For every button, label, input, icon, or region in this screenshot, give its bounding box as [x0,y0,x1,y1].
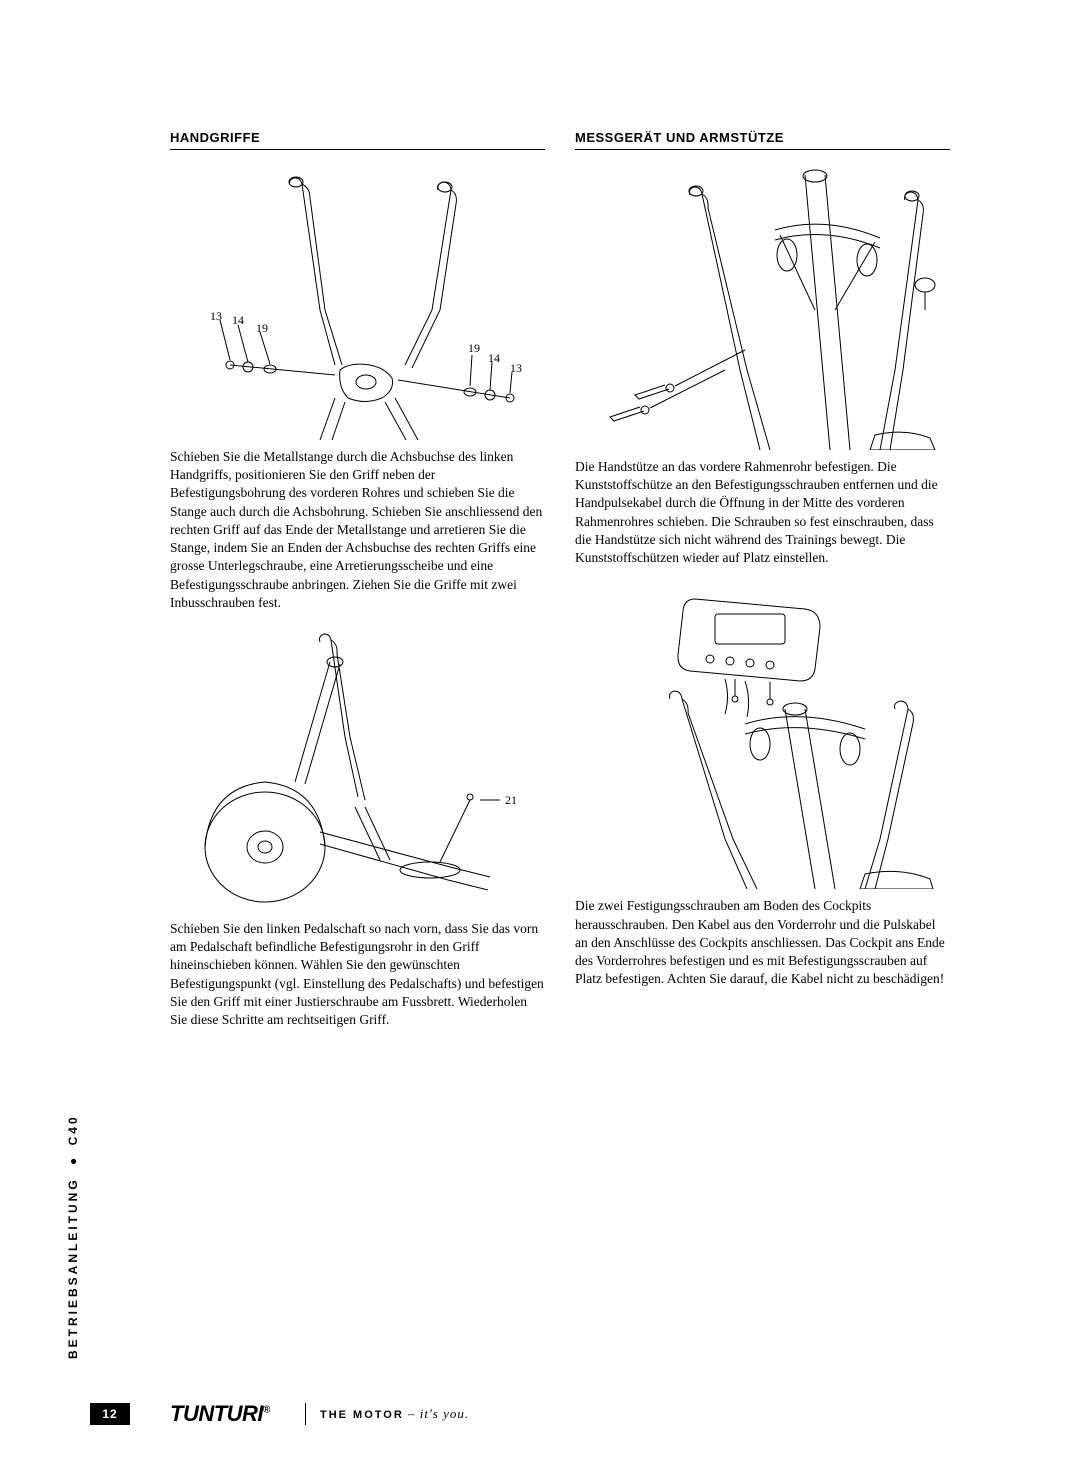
footer: 12 TUNTURI® THE MOTOR – it's you. [0,1399,1080,1429]
para-messgeraet-2: Die zwei Festigungsschrauben am Boden de… [575,897,950,988]
heading-messgeraet: MESSGERÄT UND ARMSTÜTZE [575,130,950,150]
label-13-left: 13 [210,309,222,323]
side-label-dot: ● [66,1158,80,1165]
figure-handgriffe-2: 21 [170,622,545,912]
figure-messgeraet-1 [575,160,950,450]
footer-brand: TUNTURI® [170,1401,270,1427]
left-column: HANDGRIFFE [170,130,545,1029]
footer-itsyou: it's you. [420,1406,469,1421]
heading-handgriffe: HANDGRIFFE [170,130,545,150]
page-number: 12 [90,1403,130,1425]
figure-handgriffe-1: 13 14 19 19 14 13 [170,160,545,440]
brand-reg: ® [263,1405,270,1416]
para-handgriffe-2: Schieben Sie den linken Pedalschaft so n… [170,920,545,1029]
label-14-left: 14 [232,313,244,327]
side-label-model: C40 [66,1114,80,1145]
brand-name: TUNTURI [170,1401,263,1426]
figure-messgeraet-2 [575,579,950,889]
label-21: 21 [505,793,517,807]
footer-tagline: THE MOTOR – it's you. [320,1406,469,1422]
label-13-right: 13 [510,361,522,375]
para-handgriffe-1: Schieben Sie die Metallstange durch die … [170,448,545,612]
para-messgeraet-1: Die Handstütze an das vordere Rahmenrohr… [575,458,950,567]
label-19-left: 19 [256,321,268,335]
footer-dash: – [404,1406,420,1421]
footer-divider [305,1403,306,1425]
right-column: MESSGERÄT UND ARMSTÜTZE [575,130,950,1029]
footer-motor: THE MOTOR [320,1409,404,1421]
label-19-right: 19 [468,341,480,355]
side-label: BETRIEBSANLEITUNG ● C40 [66,1114,80,1359]
label-14-right: 14 [488,351,500,365]
page-content: HANDGRIFFE [170,130,950,1029]
side-label-text: BETRIEBSANLEITUNG [66,1177,80,1359]
